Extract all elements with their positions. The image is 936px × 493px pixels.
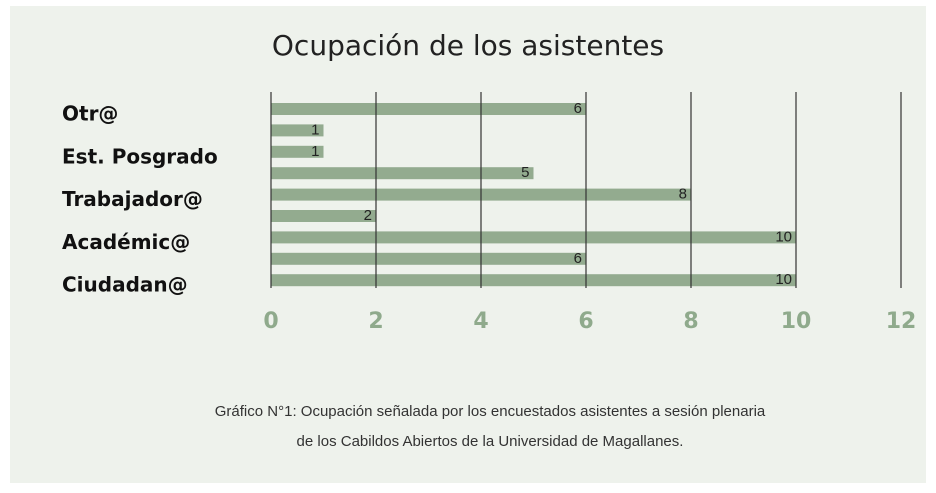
x-tick-label: 6: [578, 309, 593, 334]
bar: [271, 167, 534, 180]
chart-title: Ocupación de los asistentes: [272, 29, 664, 62]
x-tick-label: 2: [368, 309, 383, 334]
bar: [271, 124, 324, 137]
bar: [271, 274, 796, 287]
bar: [271, 145, 324, 158]
bar: [271, 210, 376, 222]
y-tick-label: Ciudadan@: [62, 273, 188, 297]
value-label: 1: [311, 143, 319, 160]
value-label: 5: [521, 164, 529, 181]
value-label: 1: [311, 121, 319, 138]
bar: [271, 103, 586, 115]
value-label: 10: [775, 228, 792, 245]
value-label: 6: [574, 100, 582, 117]
x-tick-label: 12: [886, 309, 917, 334]
x-tick-label: 0: [263, 309, 278, 334]
x-tick-label: 8: [683, 309, 698, 334]
bar: [271, 252, 586, 265]
background: [10, 6, 926, 483]
value-label: 8: [679, 186, 687, 203]
caption: Gráfico N°1: Ocupación señalada por los …: [215, 403, 766, 420]
value-label: 2: [364, 207, 372, 224]
bar: [271, 231, 796, 244]
value-label: 6: [574, 250, 582, 267]
x-tick-label: 10: [781, 309, 812, 334]
y-tick-label: Académic@: [62, 230, 190, 254]
y-tick-label: Trabajador@: [62, 187, 203, 211]
value-label: 10: [775, 271, 792, 288]
x-tick-label: 4: [473, 309, 488, 334]
y-tick-label: Est. Posgrado: [62, 144, 218, 168]
caption: de los Cabildos Abiertos de la Universid…: [297, 433, 684, 450]
y-tick-label: Otr@: [62, 102, 118, 126]
